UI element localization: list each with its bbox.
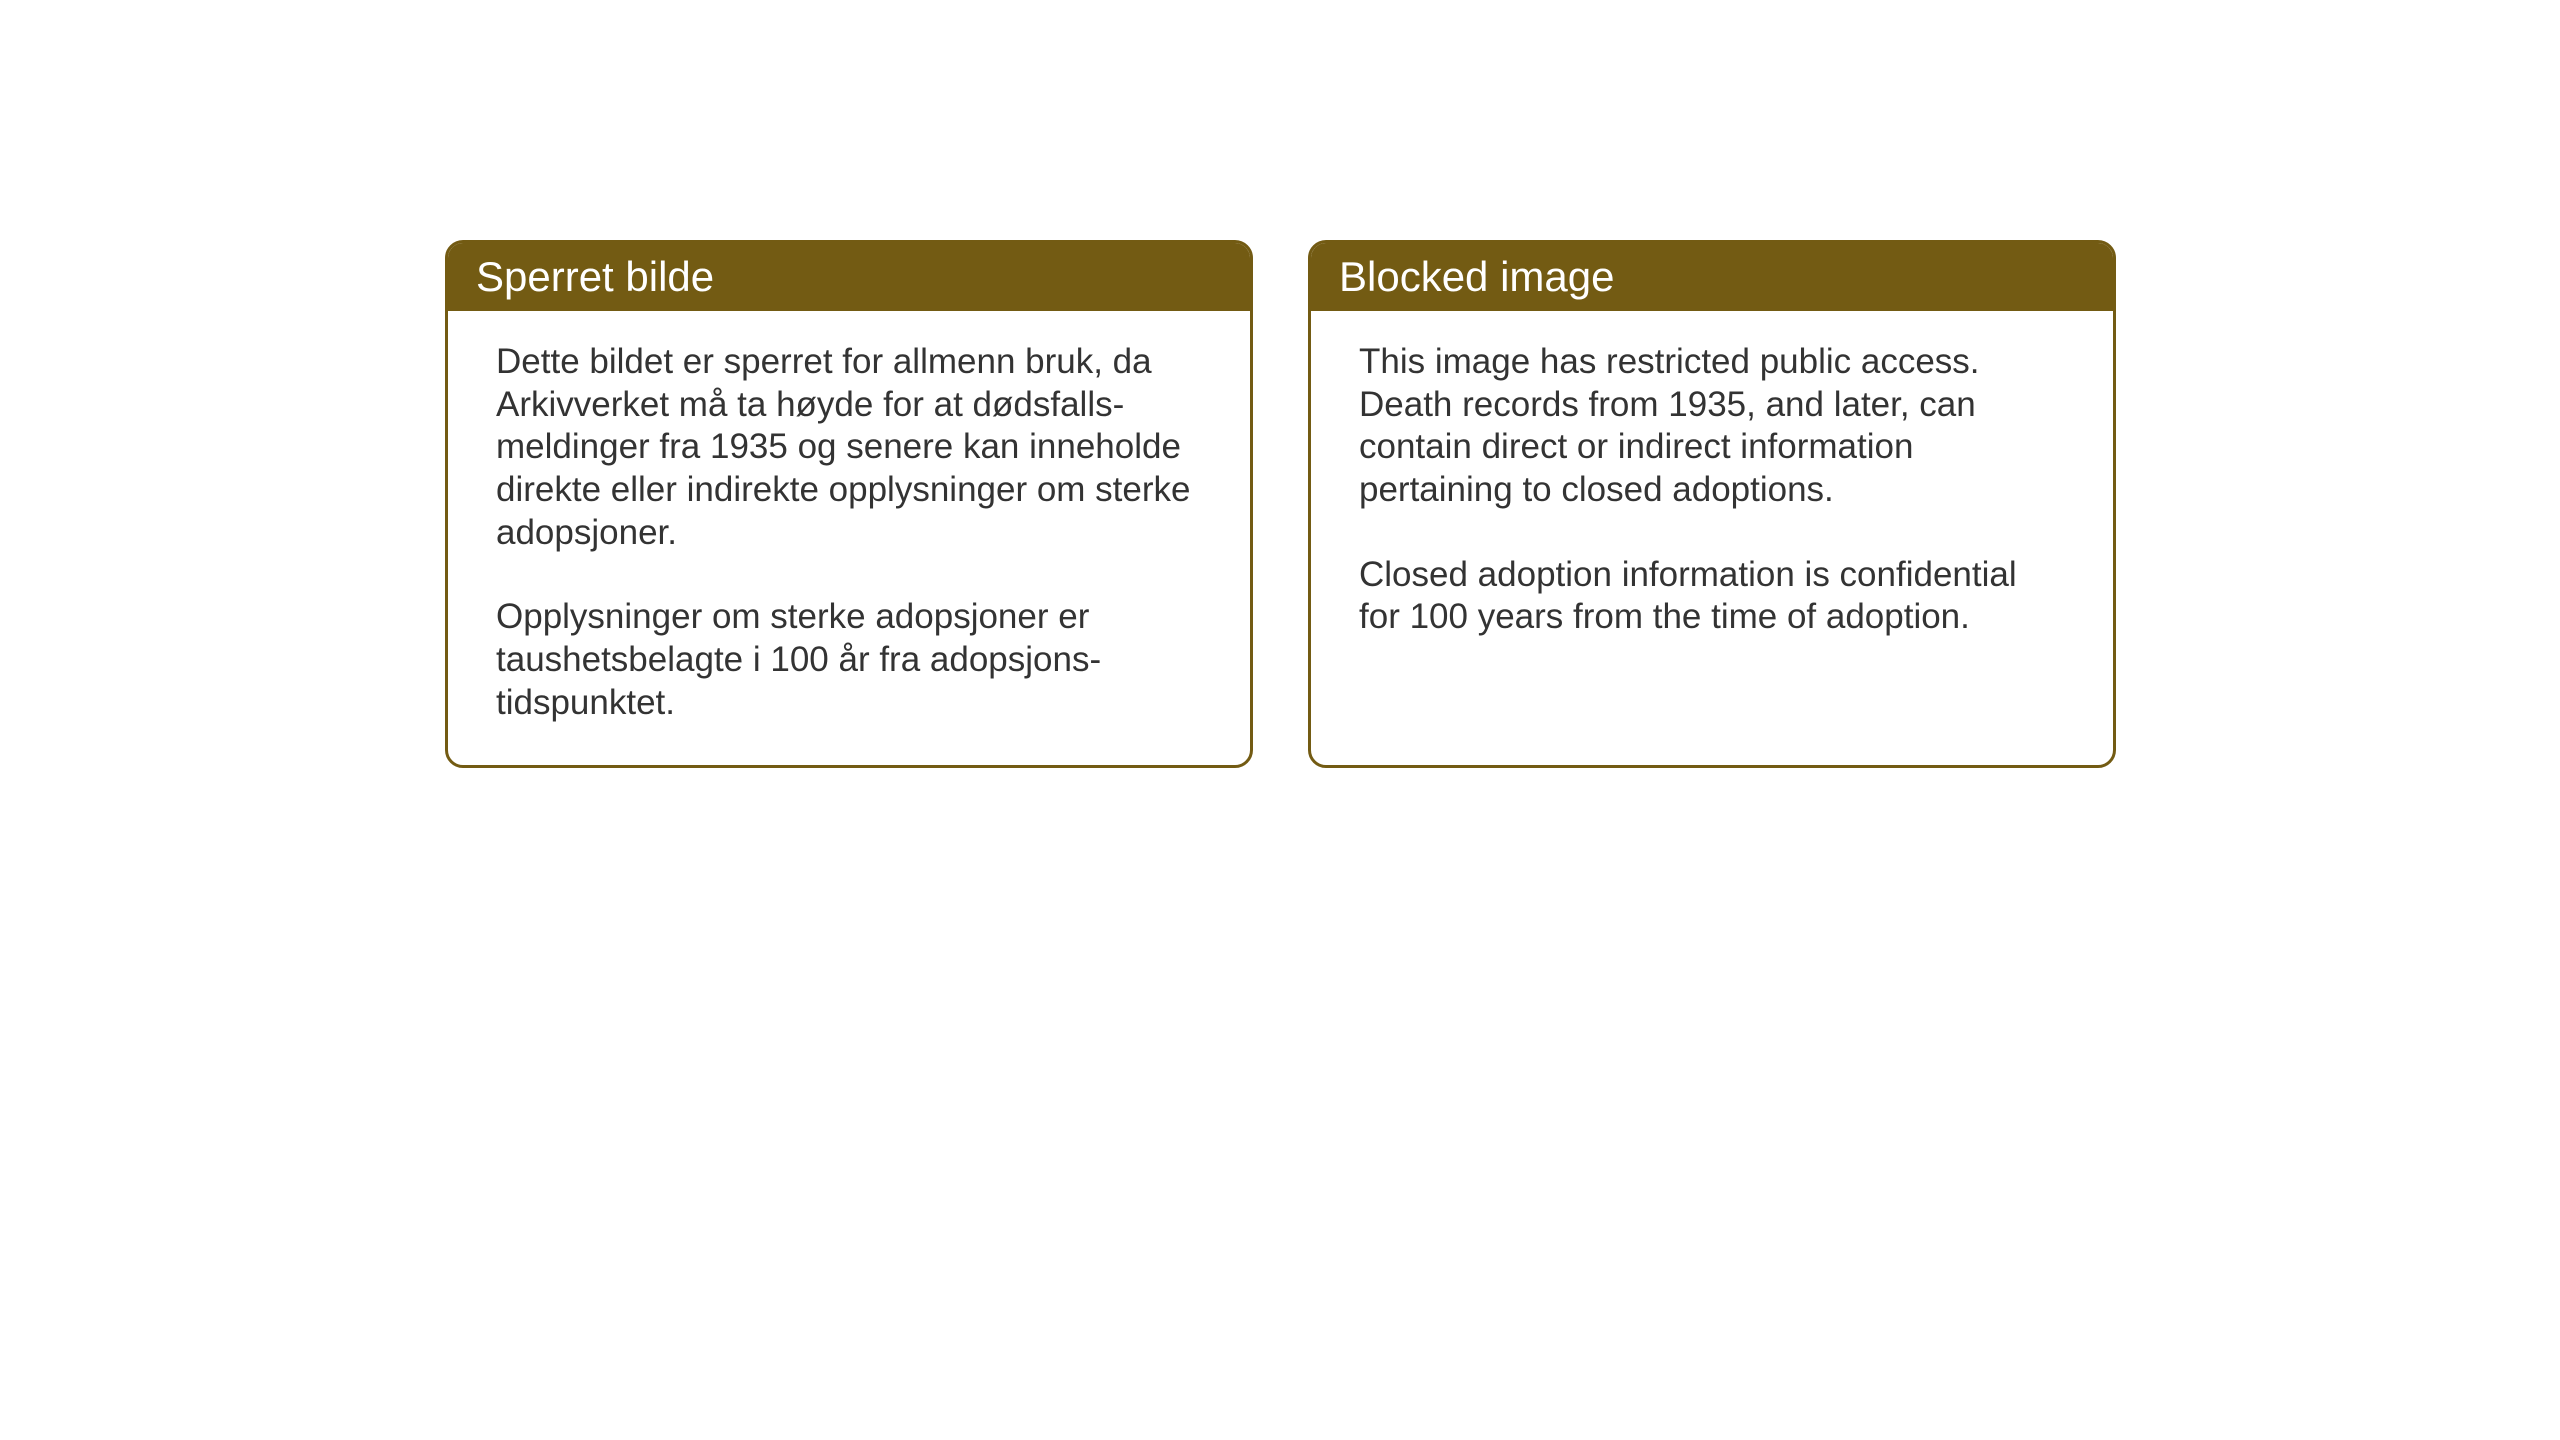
card-paragraph1-english: This image has restricted public access.… — [1359, 341, 2065, 512]
card-english: Blocked image This image has restricted … — [1308, 240, 2116, 768]
card-paragraph2-norwegian: Opplysninger om sterke adopsjoner er tau… — [496, 596, 1202, 724]
card-paragraph1-norwegian: Dette bildet er sperret for allmenn bruk… — [496, 341, 1202, 554]
card-header-norwegian: Sperret bilde — [448, 243, 1250, 311]
card-body-english: This image has restricted public access.… — [1311, 311, 2113, 679]
card-title-norwegian: Sperret bilde — [476, 253, 714, 300]
card-norwegian: Sperret bilde Dette bildet er sperret fo… — [445, 240, 1253, 768]
card-header-english: Blocked image — [1311, 243, 2113, 311]
card-title-english: Blocked image — [1339, 253, 1614, 300]
card-paragraph2-english: Closed adoption information is confident… — [1359, 554, 2065, 639]
cards-container: Sperret bilde Dette bildet er sperret fo… — [445, 240, 2116, 768]
card-body-norwegian: Dette bildet er sperret for allmenn bruk… — [448, 311, 1250, 765]
